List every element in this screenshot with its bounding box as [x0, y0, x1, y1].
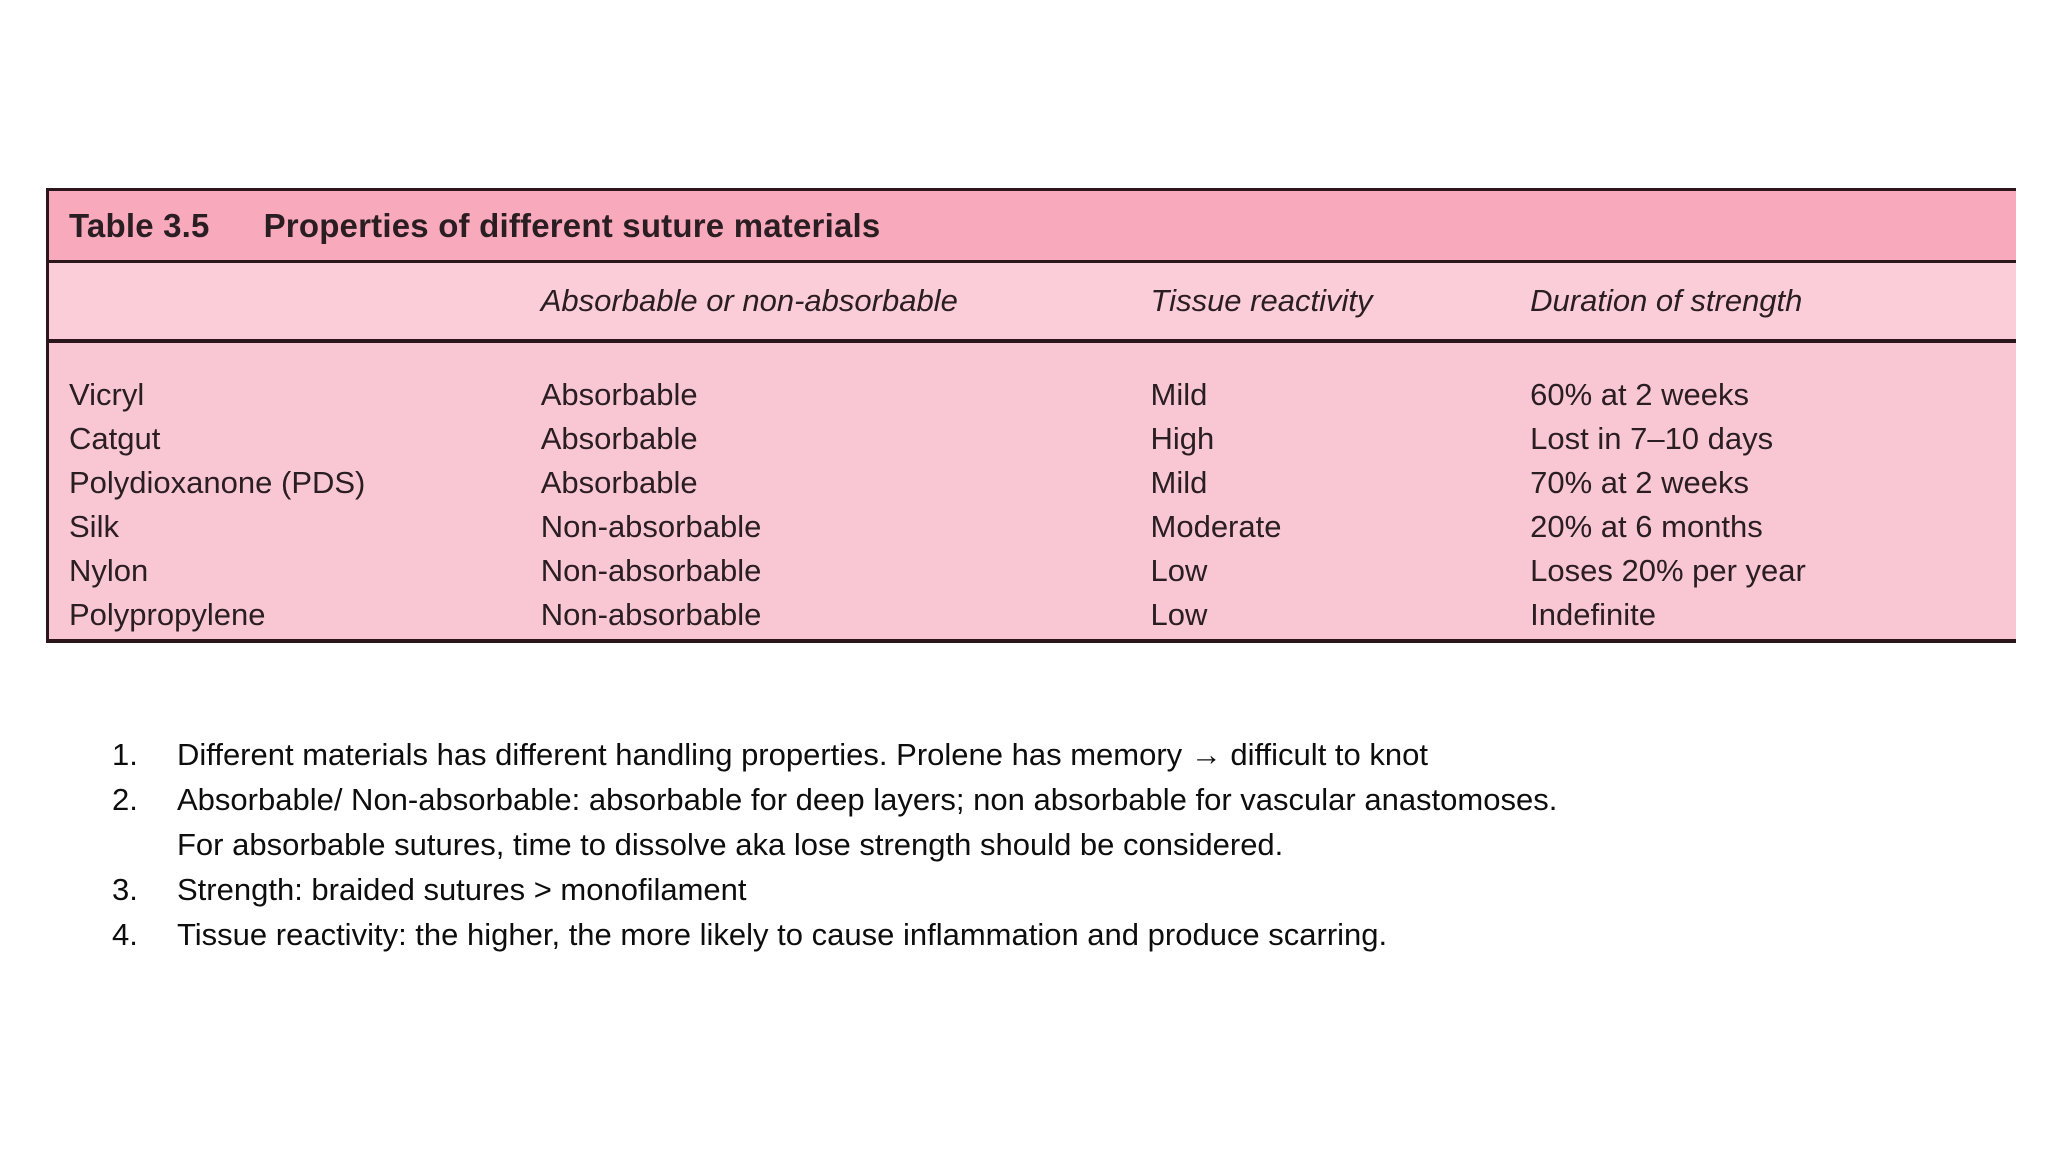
absorbable-cell: Absorbable [540, 421, 698, 456]
absorbable-cell: Absorbable [540, 465, 698, 500]
material-cell: Silk [69, 509, 119, 544]
note-line: Absorbable/ Non-absorbable: absorbable f… [177, 782, 1558, 817]
column-header-reactivity: Tissue reactivity [1150, 283, 1373, 318]
list-item: 1. Different materials has different han… [112, 732, 1952, 777]
absorbable-cell: Absorbable [540, 377, 698, 412]
note-line: Different materials has different handli… [177, 737, 1428, 772]
list-item-text: Absorbable/ Non-absorbable: absorbable f… [177, 777, 1952, 867]
table-title-bar: Table 3.5 Properties of different suture… [49, 191, 2016, 263]
reactivity-cell: High [1150, 421, 1215, 456]
duration-cell: Loses 20% per year [1530, 553, 1806, 588]
duration-cell: Indefinite [1530, 597, 1656, 632]
material-cell: Polydioxanone (PDS) [69, 465, 366, 500]
list-item-text: Tissue reactivity: the higher, the more … [177, 912, 1952, 957]
reactivity-cell: Low [1150, 597, 1208, 632]
note-line: Strength: braided sutures > monofilament [177, 872, 747, 907]
notes-list: 1. Different materials has different han… [112, 732, 1952, 957]
note-line: For absorbable sutures, time to dissolve… [177, 827, 1284, 862]
reactivity-cell: Mild [1150, 377, 1208, 412]
table-row: Polydioxanone (PDS) Absorbable Mild 70% … [49, 461, 2016, 505]
absorbable-cell: Non-absorbable [540, 597, 762, 632]
column-header-absorbable: Absorbable or non-absorbable [540, 283, 958, 318]
reactivity-cell: Mild [1150, 465, 1208, 500]
reactivity-cell: Moderate [1150, 509, 1282, 544]
note-line: Tissue reactivity: the higher, the more … [177, 917, 1388, 952]
list-item-text: Different materials has different handli… [177, 732, 1952, 777]
table-row: Vicryl Absorbable Mild 60% at 2 weeks [49, 373, 2016, 417]
absorbable-cell: Non-absorbable [540, 553, 762, 588]
duration-cell: 20% at 6 months [1530, 509, 1763, 544]
duration-cell: 70% at 2 weeks [1530, 465, 1749, 500]
list-item: 2. Absorbable/ Non-absorbable: absorbabl… [112, 777, 1952, 867]
material-cell: Nylon [69, 553, 149, 588]
absorbable-cell: Non-absorbable [540, 509, 762, 544]
table-row: Nylon Non-absorbable Low Loses 20% per y… [49, 549, 2016, 593]
duration-cell: 60% at 2 weeks [1530, 377, 1749, 412]
list-item-number: 4. [112, 917, 138, 952]
list-item-number: 2. [112, 782, 138, 817]
list-item: 4. Tissue reactivity: the higher, the mo… [112, 912, 1952, 957]
table-body: Vicryl Absorbable Mild 60% at 2 weeks Ca… [49, 343, 2016, 639]
material-cell: Polypropylene [69, 597, 266, 632]
table-number-label: Table 3.5 [69, 206, 210, 244]
list-item-number: 1. [112, 737, 138, 772]
table-row: Silk Non-absorbable Moderate 20% at 6 mo… [49, 505, 2016, 549]
list-item-number: 3. [112, 872, 138, 907]
material-cell: Catgut [69, 421, 161, 456]
table-title-text: Properties of different suture materials [263, 206, 881, 244]
list-item: 3. Strength: braided sutures > monofilam… [112, 867, 1952, 912]
reactivity-cell: Low [1150, 553, 1208, 588]
list-item-text: Strength: braided sutures > monofilament [177, 867, 1952, 912]
table-row: Catgut Absorbable High Lost in 7–10 days [49, 417, 2016, 461]
suture-properties-table: Table 3.5 Properties of different suture… [46, 188, 2016, 643]
column-header-duration: Duration of strength [1530, 283, 1803, 318]
table-row: Polypropylene Non-absorbable Low Indefin… [49, 593, 2016, 637]
duration-cell: Lost in 7–10 days [1530, 421, 1774, 456]
material-cell: Vicryl [69, 377, 145, 412]
table-header-row: Absorbable or non-absorbable Tissue reac… [49, 263, 2016, 343]
